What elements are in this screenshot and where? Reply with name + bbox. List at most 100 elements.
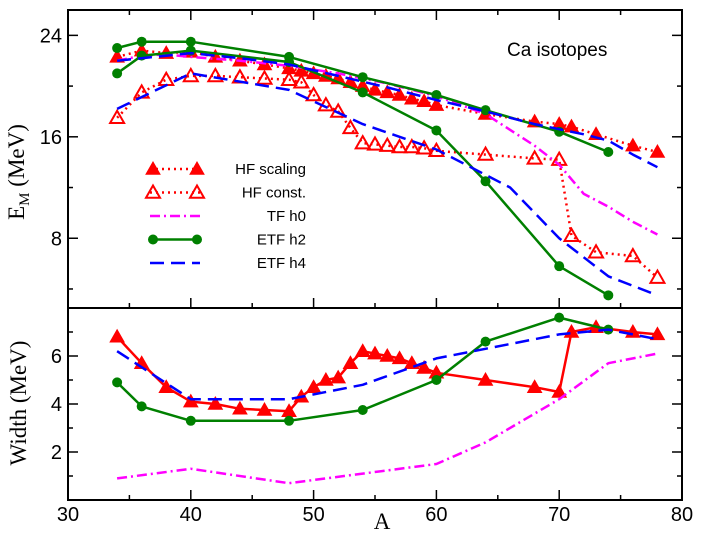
bottom-w_hf-point — [109, 328, 125, 343]
top-hf_const-point — [280, 70, 298, 86]
x-tick-label: 40 — [180, 504, 202, 526]
top-hf_const-point — [587, 243, 605, 259]
legend-item-etf_h2: ETF h2 — [148, 232, 306, 249]
top-hf_scaling-point — [403, 90, 420, 105]
top-hf_const-point — [341, 118, 360, 135]
top-hf_const-point — [562, 226, 581, 242]
bottom-w_hf-point — [649, 326, 666, 341]
bottom-w_hf-point — [342, 355, 359, 369]
top-etf_h2-point — [554, 261, 565, 272]
top-hf_const-point — [366, 135, 384, 151]
top-etf_h2_upper-point — [357, 72, 368, 83]
bottom-w_hf-point — [477, 371, 494, 386]
x-tick-label: 70 — [548, 504, 570, 526]
annotation-ca-isotopes: Ca isotopes — [507, 40, 607, 61]
top-etf_h2_upper-point — [480, 105, 491, 116]
bottom-w_etf_h2 — [112, 312, 614, 426]
top-y-tick-label: 8 — [51, 228, 62, 250]
top-hf_scaling-point — [625, 137, 641, 152]
legend-label: HF scaling — [235, 161, 306, 178]
x-tick-label: 80 — [671, 504, 693, 526]
bottom-w_hf-point — [232, 400, 248, 415]
bottom-w_hf-point — [182, 393, 199, 408]
top-etf_h4-line — [116, 72, 658, 297]
bottom-w_tf-line — [116, 352, 658, 485]
top-hf_const-point — [255, 69, 274, 85]
bottom-w_hf-point — [367, 345, 383, 360]
bottom-y-tick-label: 2 — [51, 442, 62, 464]
top-etf_h2-point — [112, 68, 123, 79]
top-hf_const-point — [108, 108, 126, 125]
top-etf_h2_upper-point — [603, 147, 614, 158]
bottom-w_hf-point — [551, 383, 568, 398]
legend-label: TF h0 — [267, 208, 306, 225]
legend-marker — [192, 234, 202, 245]
top-hf_const-point — [624, 246, 642, 263]
top-hf_scaling-point — [379, 84, 396, 99]
x-tick-label: 50 — [302, 504, 324, 526]
bottom-w_etf_h2-point — [431, 375, 442, 385]
legend-label: HF const. — [242, 185, 306, 202]
bottom-w_tf — [116, 352, 658, 485]
top-etf_h2_upper-point — [185, 36, 196, 47]
top-etf_h2-point — [480, 176, 491, 187]
top-hf_const-point — [206, 66, 225, 83]
top-hf_scaling-point — [416, 93, 432, 108]
bottom-panel-series — [109, 312, 666, 485]
bottom-w_etf_h2-point — [185, 415, 196, 426]
top-y-tick-label: 16 — [40, 127, 62, 149]
bottom-w_hf-point — [379, 347, 396, 362]
top-y-tick-label: 24 — [40, 25, 62, 47]
x-tick-label: 60 — [425, 504, 447, 526]
legend-label: ETF h2 — [257, 232, 306, 249]
legend-item-hf_scaling: HF scaling — [145, 160, 306, 178]
top-etf_h2_upper-point — [136, 36, 147, 47]
bottom-w_hf-point — [207, 395, 224, 410]
legend-label: ETF h4 — [257, 255, 306, 272]
legend-box — [140, 155, 325, 280]
legend-marker — [148, 234, 158, 245]
bottom-w_hf-point — [305, 379, 322, 393]
top-etf_h4_upper-line — [116, 51, 658, 169]
legend-item-hf_const: HF const. — [144, 183, 306, 202]
bottom-w_etf_h4 — [116, 328, 658, 401]
legend-marker — [189, 160, 205, 175]
bottom-w_etf_h2-point — [357, 405, 368, 415]
top-hf_scaling-point — [391, 86, 408, 101]
top-hf_const-point — [304, 85, 323, 102]
bottom-w_hf-point — [330, 369, 347, 384]
legend-marker — [145, 160, 161, 175]
legend: HF scaling HF const. TF h0 ETF h2 ETF h4 — [140, 155, 325, 280]
top-etf_h2-point — [357, 87, 368, 98]
legend-item-etf_h4: ETF h4 — [150, 255, 306, 272]
top-etf_h2_upper-point — [284, 51, 295, 62]
bottom-w_hf-point — [318, 371, 334, 386]
top-hf_scaling-point — [428, 97, 445, 111]
x-tick-label: 30 — [57, 504, 79, 526]
bottom-w_hf-point — [526, 379, 543, 393]
bottom-w_hf-point — [416, 359, 432, 374]
bottom-w_etf_h2-point — [554, 312, 565, 323]
bottom-w_etf_h2-point — [284, 415, 295, 426]
top-tf_h0-line — [116, 53, 658, 236]
legend-item-tf_h0: TF h0 — [150, 208, 306, 225]
bottom-w_etf_h4-line — [116, 328, 658, 401]
bottom-w_hf — [109, 319, 666, 417]
top-hf_const-point — [353, 134, 372, 150]
top-hf_scaling-line — [116, 49, 658, 154]
bottom-w_etf_h2-point — [480, 336, 491, 347]
top-etf_h4_upper — [116, 51, 658, 169]
bottom-w_hf-point — [256, 401, 273, 416]
bottom-w_hf-point — [391, 350, 408, 365]
top-hf_scaling-point — [563, 118, 580, 133]
top-etf_h2_upper-point — [112, 43, 123, 54]
top-etf_h2-point — [431, 125, 442, 136]
top-hf_scaling-point — [649, 144, 666, 158]
bottom-y-tick-label: 4 — [51, 394, 62, 416]
top-y-axis-label: EM (MeV) — [4, 124, 33, 220]
top-etf_h2_upper-point — [431, 89, 442, 100]
top-hf_const-point — [476, 145, 495, 161]
top-hf_const-point — [378, 136, 397, 152]
top-panel-series — [108, 36, 667, 301]
